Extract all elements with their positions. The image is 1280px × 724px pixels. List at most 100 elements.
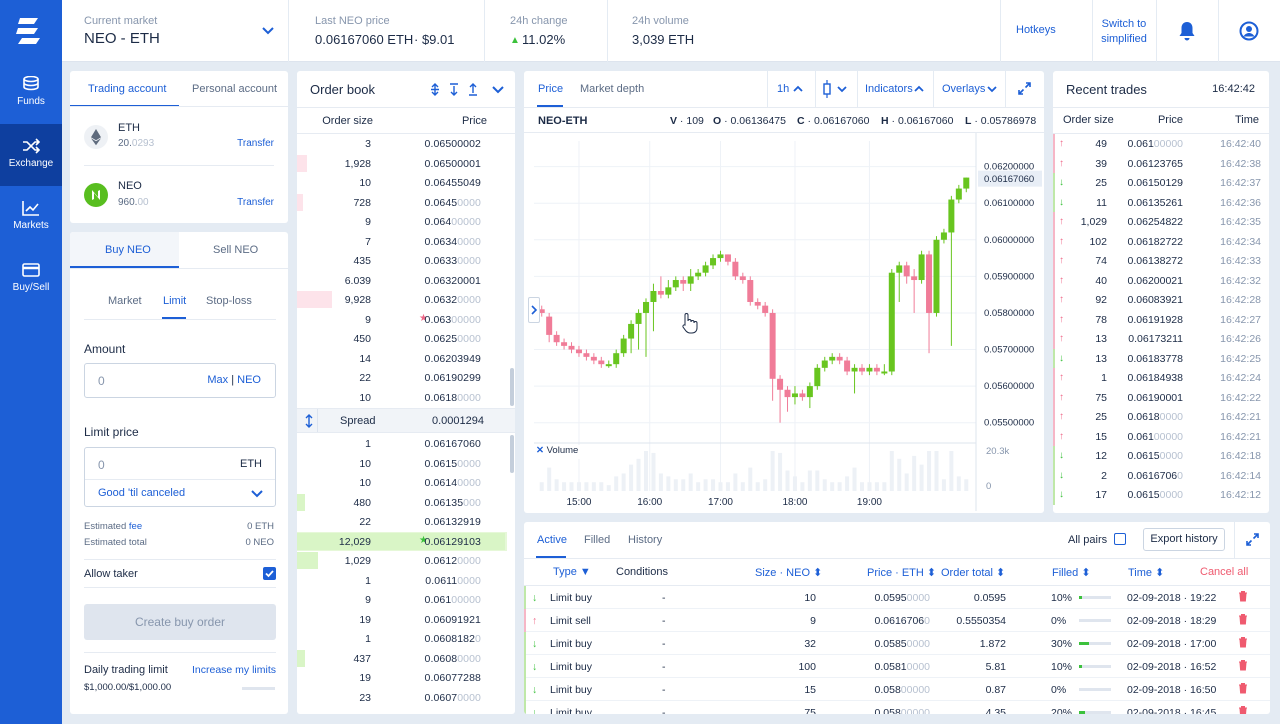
order-book-row[interactable]: 10 0.06180000 — [297, 388, 507, 408]
candle-body[interactable] — [963, 177, 970, 189]
tab-buy-neo[interactable]: Buy NEO — [105, 244, 151, 256]
order-book-row[interactable]: 435 0.06330000 — [297, 251, 507, 271]
candle-body[interactable] — [896, 265, 903, 273]
expand-icon[interactable] — [1018, 82, 1031, 95]
candle-body[interactable] — [590, 356, 597, 361]
fee-link[interactable]: fee — [128, 521, 143, 532]
order-book-row[interactable]: 7 0.06340000 — [297, 232, 507, 252]
max-button[interactable]: Max — [207, 374, 229, 386]
order-book-row[interactable]: 9,928 0.06320000 — [297, 290, 507, 310]
candle-body[interactable] — [836, 356, 843, 361]
tab-market[interactable]: Market — [108, 295, 142, 307]
candle-body[interactable] — [538, 309, 545, 313]
candle-body[interactable] — [903, 265, 910, 277]
trash-icon[interactable] — [1238, 613, 1248, 628]
sidebar-item-funds[interactable]: Funds — [0, 62, 62, 124]
order-book-row[interactable]: 14 0.06203949 — [297, 349, 507, 369]
view-bids-icon[interactable] — [449, 83, 459, 96]
order-book-row[interactable]: 12,029 ★ 0.06129103 — [297, 531, 507, 551]
trash-icon[interactable] — [1238, 636, 1248, 651]
order-book-row[interactable]: 10 0.06455049 — [297, 173, 507, 193]
candle-body[interactable] — [940, 232, 947, 240]
candle-body[interactable] — [769, 312, 776, 379]
candle-body[interactable] — [762, 305, 769, 313]
order-book-row[interactable]: 10 0.06140000 — [297, 473, 507, 493]
order-row[interactable]: ↓ Limit buy -10 0.05950000 0.0595 10% 02-09-20… — [524, 586, 1270, 609]
candle-body[interactable] — [784, 389, 791, 398]
candle-body[interactable] — [620, 338, 627, 354]
candle-body[interactable] — [814, 367, 821, 387]
limit-price-input[interactable]: 0 ETH — [85, 448, 275, 479]
candle-body[interactable] — [605, 364, 612, 367]
candle-body[interactable] — [702, 265, 709, 273]
candle-body[interactable] — [866, 367, 873, 372]
candle-body[interactable] — [791, 393, 798, 398]
candle-body[interactable] — [933, 239, 940, 313]
candle-body[interactable] — [799, 393, 806, 398]
order-book-row[interactable]: 450 0.06250000 — [297, 329, 507, 349]
trash-icon[interactable] — [1238, 659, 1248, 674]
order-book-row[interactable]: 3 0.06500002 — [297, 134, 507, 154]
candle-body[interactable] — [695, 272, 702, 277]
sidebar-item-markets[interactable]: Markets — [0, 186, 62, 248]
tab-limit[interactable]: Limit — [163, 295, 187, 307]
order-book-row[interactable]: 19 0.06077288 — [297, 668, 507, 688]
order-row[interactable]: ↓ Limit buy - 15 0.05800000 0.87 0% 02-09-2018 … — [524, 678, 1270, 701]
tab-market-depth[interactable]: Market depth — [580, 83, 645, 95]
candle-body[interactable] — [687, 276, 694, 284]
order-book-row[interactable]: 480 0.06135000 — [297, 493, 507, 513]
bids-scrollbar[interactable] — [510, 435, 514, 473]
overlays-button[interactable]: Overlays — [933, 71, 1005, 107]
candle-body[interactable] — [911, 276, 918, 281]
order-book-row[interactable]: 23 0.06070000 — [297, 688, 507, 708]
candle-body[interactable] — [777, 378, 784, 390]
neo-transfer-link[interactable]: Transfer — [237, 197, 274, 208]
tab-price[interactable]: Price — [538, 83, 564, 95]
candle-body[interactable] — [657, 291, 664, 295]
order-book-row[interactable]: 9 0.06400000 — [297, 212, 507, 232]
hotkeys-button[interactable]: Hotkeys — [1016, 24, 1056, 36]
order-book-row[interactable]: 1,928 0.06500001 — [297, 154, 507, 174]
chevron-down-icon[interactable] — [492, 86, 504, 94]
col-filled[interactable]: Filled ⬍ — [1052, 566, 1091, 579]
candle-body[interactable] — [643, 301, 649, 313]
candle-body[interactable] — [680, 280, 687, 284]
export-history-button[interactable]: Export history — [1143, 528, 1225, 551]
order-book-row[interactable]: 1,029 0.06120000 — [297, 551, 507, 571]
tab-sell-neo[interactable]: Sell NEO — [213, 244, 259, 256]
candle-body[interactable] — [628, 323, 635, 339]
order-book-row[interactable]: 22 0.06190299 — [297, 368, 507, 388]
order-row[interactable]: ↑ Limit sell - 9 0.06167060 0.5550354 0% 02-09-… — [524, 609, 1270, 632]
indicators-button[interactable]: Indicators — [857, 71, 933, 107]
view-asks-icon[interactable] — [468, 83, 478, 96]
tab-active[interactable]: Active — [537, 534, 567, 546]
order-book-row[interactable]: 437 0.06080000 — [297, 649, 507, 669]
candle-body[interactable] — [739, 276, 746, 281]
candle-body[interactable] — [754, 301, 761, 306]
order-book-row[interactable]: 9 ★ 0.06300000 — [297, 310, 507, 330]
candle-body[interactable] — [859, 367, 865, 372]
amount-input[interactable]: 0 Max | NEO — [84, 363, 276, 398]
candle-body[interactable] — [583, 353, 590, 357]
candle-body[interactable] — [806, 386, 813, 398]
candle-body[interactable] — [650, 291, 657, 302]
sidebar-item-buy-sell[interactable]: Buy/Sell — [0, 248, 62, 310]
order-row[interactable]: ↓ Limit buy - 75 0.05800000 4.35 20% 02-09-2018… — [524, 701, 1270, 714]
trash-icon[interactable] — [1238, 682, 1248, 697]
candle-body[interactable] — [829, 356, 836, 361]
order-book-row[interactable]: 728 0.06450000 — [297, 193, 507, 213]
candle-body[interactable] — [918, 254, 925, 281]
all-pairs-checkbox[interactable] — [1114, 533, 1126, 545]
candle-body[interactable] — [747, 280, 754, 302]
col-size[interactable]: Size · NEO ⬍ — [755, 566, 822, 579]
candle-body[interactable] — [888, 272, 895, 372]
cancel-all-button[interactable]: Cancel all — [1200, 566, 1249, 578]
close-icon[interactable]: ✕ — [536, 445, 544, 456]
order-row[interactable]: ↓ Limit buy - 100 0.05810000 5.81 10% 02-09-201… — [524, 655, 1270, 678]
order-book-row[interactable]: 1 0.06167060 — [297, 434, 507, 454]
order-row[interactable]: ↓ Limit buy - 32 0.05850000 1.872 30% 02-09-201… — [524, 632, 1270, 655]
candle-body[interactable] — [724, 254, 731, 262]
candle-body[interactable] — [717, 254, 724, 259]
col-type[interactable]: Type ▼ — [553, 566, 591, 578]
trash-icon[interactable] — [1238, 590, 1248, 605]
